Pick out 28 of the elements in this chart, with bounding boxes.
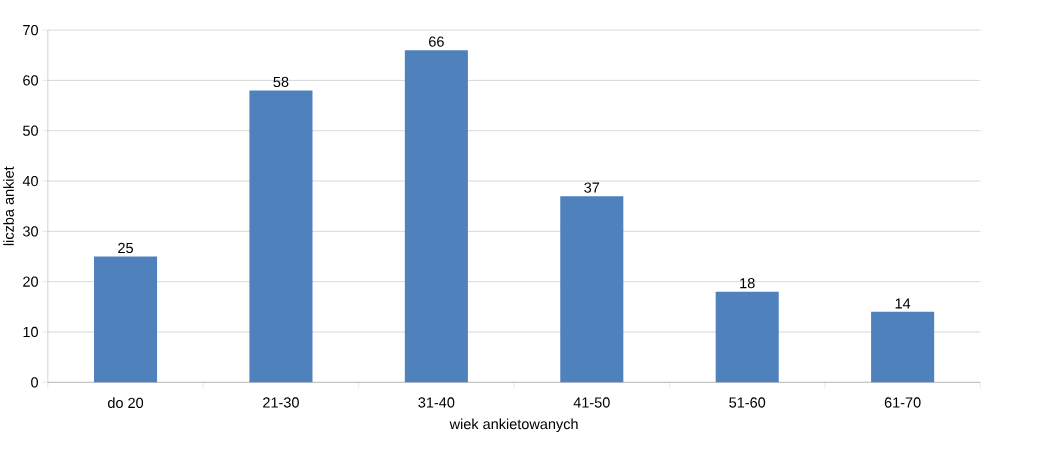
y-tick-label: 20 [23,276,38,287]
bar [560,196,624,383]
x-tick-label: 51-60 [729,397,766,408]
y-tick-label: 10 [23,327,38,338]
y-tick-label: 50 [23,125,38,137]
y-tick-label: 70 [23,25,38,36]
y-tick-label: 0 [31,377,39,388]
bar [249,90,313,383]
data-label: 14 [895,298,911,309]
y-axis-title: liczba ankiet [3,166,14,246]
y-tick-label: 60 [23,75,38,86]
y-tick-label: 40 [22,176,38,187]
data-label: 66 [429,36,444,47]
bar [93,256,158,383]
bar [715,291,779,383]
x-tick-label: 61-70 [884,397,921,408]
data-label: 37 [584,182,600,193]
x-axis-title: wiek ankietowanych [449,418,578,433]
data-label: 58 [273,76,289,88]
x-tick-label: do 20 [107,397,144,409]
bar [871,312,935,383]
bar [404,50,468,383]
data-label: 25 [118,243,133,254]
data-label: 18 [740,278,755,289]
x-tick-label: 31-40 [418,397,455,408]
x-tick-label: 41-50 [573,397,610,408]
x-tick-label: 21-30 [263,397,299,408]
y-tick-label: 30 [23,226,38,237]
